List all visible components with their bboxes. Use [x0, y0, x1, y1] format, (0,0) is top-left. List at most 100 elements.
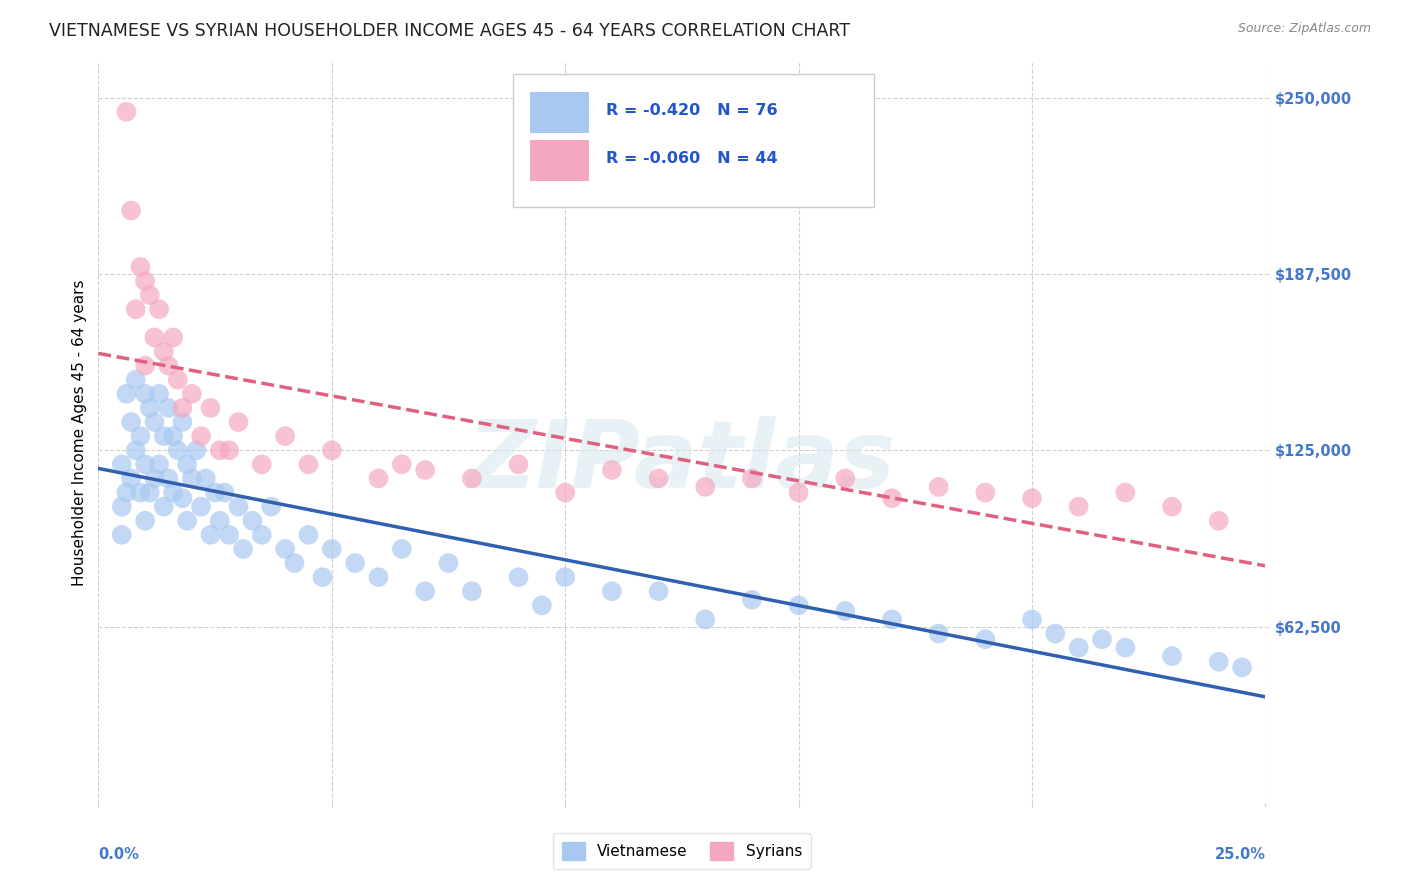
Point: [242, 514, 264, 528]
Point: [974, 632, 997, 647]
Point: [647, 471, 669, 485]
Point: [208, 514, 231, 528]
Text: R = -0.060   N = 44: R = -0.060 N = 44: [606, 151, 778, 166]
Point: [228, 500, 250, 514]
Point: [218, 528, 240, 542]
Point: [1021, 612, 1043, 626]
Point: [111, 458, 134, 472]
Point: [928, 626, 950, 640]
Point: [172, 491, 194, 506]
Bar: [530, 140, 589, 181]
Point: [143, 471, 166, 485]
Point: [200, 401, 222, 415]
Point: [695, 612, 717, 626]
Point: [204, 485, 226, 500]
Point: [834, 604, 856, 618]
Point: [214, 485, 236, 500]
Point: [834, 471, 856, 485]
Point: [172, 401, 194, 415]
Point: [413, 463, 436, 477]
Point: [260, 500, 283, 514]
Point: [1114, 485, 1136, 500]
Point: [134, 514, 156, 528]
Point: [344, 556, 367, 570]
Point: [530, 599, 553, 613]
Point: [274, 429, 297, 443]
Point: [787, 599, 810, 613]
Point: [134, 359, 156, 373]
Point: [120, 415, 142, 429]
Point: [1230, 660, 1253, 674]
Point: [508, 570, 530, 584]
Point: [283, 556, 305, 570]
FancyBboxPatch shape: [513, 73, 875, 207]
Point: [647, 584, 669, 599]
Point: [190, 500, 212, 514]
Point: [250, 528, 273, 542]
Point: [176, 458, 198, 472]
Point: [508, 458, 530, 472]
Point: [129, 260, 152, 274]
Point: [194, 471, 217, 485]
Point: [162, 330, 184, 344]
Text: 25.0%: 25.0%: [1215, 847, 1265, 863]
Point: [180, 387, 202, 401]
Point: [1067, 500, 1090, 514]
Point: [250, 458, 273, 472]
Point: [391, 541, 413, 556]
Point: [461, 584, 484, 599]
Point: [111, 528, 134, 542]
Point: [218, 443, 240, 458]
Point: [1208, 655, 1230, 669]
Bar: [530, 92, 589, 133]
Point: [180, 471, 202, 485]
Point: [1021, 491, 1043, 506]
Point: [111, 500, 134, 514]
Point: [157, 401, 180, 415]
Point: [208, 443, 231, 458]
Point: [115, 387, 138, 401]
Point: [129, 429, 152, 443]
Point: [367, 570, 389, 584]
Point: [120, 203, 142, 218]
Point: [695, 480, 717, 494]
Point: [1161, 500, 1184, 514]
Point: [1067, 640, 1090, 655]
Point: [554, 485, 576, 500]
Point: [166, 373, 188, 387]
Point: [297, 458, 319, 472]
Point: [228, 415, 250, 429]
Point: [152, 500, 174, 514]
Point: [391, 458, 413, 472]
Point: [437, 556, 460, 570]
Point: [1161, 649, 1184, 664]
Point: [166, 443, 188, 458]
Point: [139, 288, 162, 302]
Point: [311, 570, 333, 584]
Point: [148, 387, 170, 401]
Point: [134, 458, 156, 472]
Point: [125, 443, 148, 458]
Point: [129, 485, 152, 500]
Text: R = -0.420   N = 76: R = -0.420 N = 76: [606, 103, 778, 118]
Legend: Vietnamese, Syrians: Vietnamese, Syrians: [553, 833, 811, 869]
Point: [974, 485, 997, 500]
Point: [190, 429, 212, 443]
Point: [139, 485, 162, 500]
Point: [600, 463, 623, 477]
Point: [162, 485, 184, 500]
Point: [1114, 640, 1136, 655]
Point: [928, 480, 950, 494]
Point: [321, 443, 343, 458]
Point: [115, 104, 138, 119]
Point: [1208, 514, 1230, 528]
Point: [152, 344, 174, 359]
Point: [115, 485, 138, 500]
Point: [741, 592, 763, 607]
Text: ZIPatlas: ZIPatlas: [468, 417, 896, 508]
Point: [200, 528, 222, 542]
Point: [413, 584, 436, 599]
Point: [1091, 632, 1114, 647]
Text: VIETNAMESE VS SYRIAN HOUSEHOLDER INCOME AGES 45 - 64 YEARS CORRELATION CHART: VIETNAMESE VS SYRIAN HOUSEHOLDER INCOME …: [49, 22, 851, 40]
Y-axis label: Householder Income Ages 45 - 64 years: Householder Income Ages 45 - 64 years: [72, 279, 87, 586]
